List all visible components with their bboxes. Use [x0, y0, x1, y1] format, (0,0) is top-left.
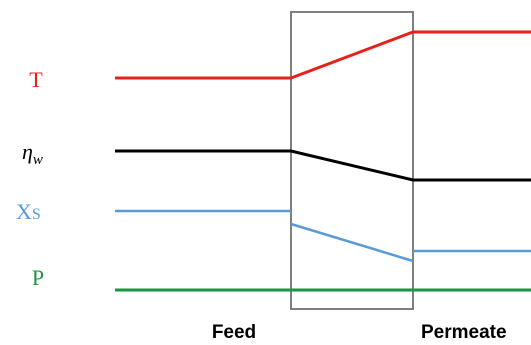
membrane-box — [290, 11, 414, 310]
temperature-label: T — [29, 67, 43, 92]
viscosity-profile-line — [115, 149, 531, 182]
permeate-label: Permeate — [421, 322, 507, 343]
feed-label: Feed — [212, 322, 256, 343]
solute-fraction-label-main: X — [16, 199, 32, 224]
solute-fraction-membrane-line — [290, 222, 414, 263]
pressure-label: P — [32, 265, 44, 290]
viscosity-label: ηw — [22, 139, 43, 168]
solute-fraction-label-sub: S — [32, 206, 41, 223]
temperature-profile-line — [115, 30, 531, 80]
solute-fraction-label: XS — [16, 199, 41, 224]
viscosity-label-main: η — [22, 139, 33, 164]
viscosity-label-sub: w — [33, 152, 43, 168]
